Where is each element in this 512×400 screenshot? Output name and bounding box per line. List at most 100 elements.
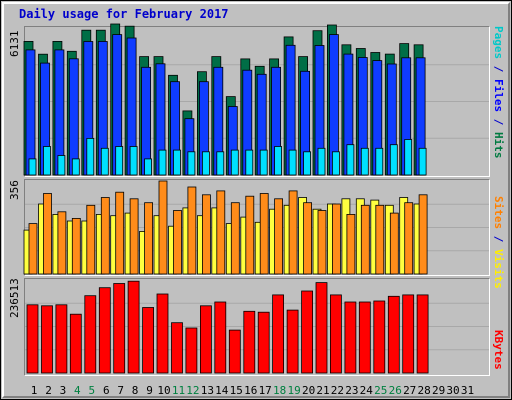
bar-sites (100, 197, 110, 275)
bar-kbytes (113, 283, 126, 374)
bar-sites (274, 198, 284, 275)
bar-kbytes (416, 294, 429, 374)
bar-sites (418, 194, 428, 275)
bar-kbytes (315, 282, 328, 374)
bar-sites (129, 198, 139, 275)
bar-kbytes (84, 295, 97, 374)
bar-sites (144, 202, 154, 275)
bar-sites (288, 190, 298, 275)
bar-kbytes (142, 307, 155, 374)
bar-kbytes (387, 295, 400, 374)
bar-kbytes (329, 294, 342, 374)
bar-kbytes (185, 327, 198, 374)
day-label: 23 (345, 384, 358, 397)
bar-sites (28, 223, 38, 275)
day-label: 4 (74, 384, 81, 397)
bar-pages (245, 149, 254, 176)
bar-sites (71, 217, 81, 275)
bar-kbytes (41, 305, 53, 374)
bar-pages (43, 146, 51, 176)
bar-sites (331, 203, 341, 275)
day-label: 9 (146, 384, 153, 397)
bar-sites (230, 202, 240, 275)
bar-pages (303, 151, 312, 176)
day-label: 30 (446, 384, 459, 397)
bar-kbytes (26, 304, 39, 374)
day-label: 1 (31, 384, 38, 397)
bar-kbytes (55, 304, 68, 374)
bar-kbytes (373, 300, 386, 374)
bar-pages (259, 149, 268, 176)
day-label: 6 (103, 384, 110, 397)
bar-pages (173, 149, 181, 176)
day-label: 26 (389, 384, 402, 397)
bar-sites (115, 191, 125, 275)
bar-sites (346, 213, 356, 275)
day-label: 19 (287, 384, 300, 397)
bar-pages (201, 151, 210, 176)
bar-pages (28, 158, 37, 176)
bar-kbytes (272, 294, 285, 374)
bar-kbytes (228, 329, 241, 374)
day-label: 14 (215, 384, 229, 397)
day-label: 3 (60, 384, 67, 397)
bar-sites (201, 194, 211, 275)
bar-pages (158, 149, 167, 176)
day-label: 8 (132, 384, 139, 397)
bar-kbytes (69, 313, 82, 374)
bar-kbytes (199, 305, 212, 374)
day-label: 20 (302, 384, 315, 397)
day-label: 16 (244, 384, 257, 397)
day-label: 2 (45, 384, 52, 397)
bar-files (68, 58, 79, 176)
bar-sites (317, 210, 327, 275)
day-label: 21 (316, 384, 329, 397)
bar-kbytes (301, 290, 314, 374)
bar-pages (230, 149, 239, 176)
bar-kbytes (243, 310, 256, 374)
day-label: 29 (432, 384, 445, 397)
bar-kbytes (98, 287, 111, 374)
bar-pages (375, 147, 384, 176)
day-label: 31 (461, 384, 474, 397)
bar-pages (360, 147, 369, 176)
bar-pages (115, 146, 124, 176)
bar-sites (43, 193, 52, 275)
day-label: 7 (117, 384, 124, 397)
bar-pages (389, 144, 398, 176)
bar-pages (71, 158, 80, 176)
bar-kbytes (344, 301, 357, 374)
bar-pages (86, 137, 95, 176)
day-label: 11 (172, 384, 185, 397)
bar-sites (375, 204, 385, 275)
day-label: 22 (331, 384, 344, 397)
day-label: 10 (157, 384, 170, 397)
bar-kbytes (171, 322, 183, 374)
bar-kbytes (156, 293, 169, 374)
bar-kbytes (402, 294, 415, 374)
day-label: 5 (88, 384, 95, 397)
day-label: 17 (259, 384, 272, 397)
bar-sites (187, 186, 197, 275)
day-label: 18 (273, 384, 286, 397)
bar-kbytes (214, 301, 227, 374)
bar-sites (57, 211, 67, 275)
day-label: 27 (403, 384, 416, 397)
bar-kbytes (286, 309, 299, 374)
bar-pages (346, 144, 355, 176)
day-label: 24 (360, 384, 374, 397)
bar-pages (418, 147, 427, 176)
day-label: 25 (374, 384, 387, 397)
bar-kbytes (127, 280, 140, 374)
bar-sites (173, 210, 182, 275)
bar-sites (259, 193, 269, 275)
day-label: 12 (186, 384, 199, 397)
bar-sites (303, 202, 313, 275)
bar-pages (404, 139, 413, 176)
bar-pages (317, 147, 326, 176)
bar-sites (86, 204, 96, 275)
day-label: 15 (230, 384, 243, 397)
bar-sites (245, 195, 255, 275)
bar-pages (144, 158, 153, 176)
